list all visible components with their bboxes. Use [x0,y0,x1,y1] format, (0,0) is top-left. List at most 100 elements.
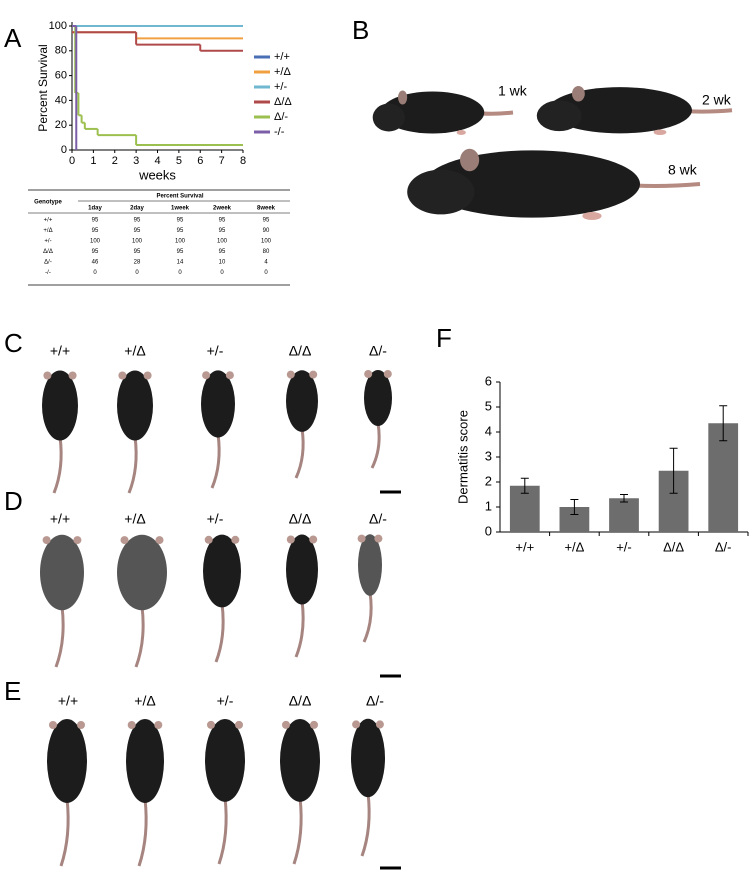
mouse-body [47,719,87,803]
y-tick-label: 5 [485,398,492,413]
mouse-photo [205,718,245,865]
mouse-ear [398,90,408,105]
mouse-ear [143,371,152,380]
mouse-tail [362,592,373,643]
mouse-photo [351,718,385,857]
table-cell: 100 [90,239,101,245]
table-cell: +/+ [44,218,53,224]
genotype-label: Δ/- [369,511,387,527]
mouse-foot [653,129,667,135]
mouse-tail [137,798,148,867]
table-header: Percent Survival [156,194,203,200]
mouse-body [117,370,153,441]
mouse-ear [154,721,163,729]
mouse-tail [59,798,70,867]
mouse-ear [118,371,127,380]
mouse-photo [357,534,383,643]
mouse-body [548,87,692,134]
legend-label: +/+ [274,51,290,63]
mouse-foot [456,130,466,135]
mouse-photo [364,370,392,469]
table-cell: 0 [135,270,139,276]
photo-label: 2 wk [702,92,732,108]
error-bar [669,447,678,494]
legend-label: +/Δ [274,66,291,78]
bar [609,498,639,532]
mouse-photo [117,534,167,668]
y-tick-label: 60 [55,70,67,82]
genotype-label: +/Δ [124,343,145,359]
mouse-body [380,91,485,134]
mouse-ear [68,371,77,380]
mouse-ear [235,720,243,729]
panel-label: F [436,323,452,353]
mouse-ear [225,371,234,380]
x-tick-label: +/- [616,539,632,554]
genotype-label: +/Δ [134,693,155,709]
table-cell: +/Δ [43,228,52,234]
mouse-head [407,169,475,215]
table-cell: 95 [219,228,226,234]
mouse-body [358,534,382,596]
table-header: Genotype [34,200,62,206]
x-tick-label: 8 [240,155,246,167]
x-tick-label: +/Δ [564,539,584,554]
mouse-ear [286,370,295,379]
genotype-label: Δ/Δ [289,511,312,527]
x-tick-label: 0 [69,155,75,167]
y-tick-label: 2 [485,473,492,488]
bar [708,423,739,532]
mouse-body [201,370,235,438]
table-cell: 95 [177,228,184,234]
error-bar [719,405,728,442]
genotype-label: Δ/- [369,343,387,359]
mouse-body [364,370,392,426]
mouse-tail [127,436,138,494]
table-column: 2day [130,206,144,212]
table-cell: 0 [264,270,268,276]
mouse-ear [207,720,215,729]
table-cell: 80 [263,249,270,255]
x-tick-label: 4 [154,155,160,167]
mouse-head [372,103,405,132]
table-cell: -/- [45,270,51,276]
mouse-photo [372,90,514,135]
mouse-ear [73,536,82,545]
mouse-photo [40,534,84,668]
mouse-ear [49,721,57,729]
table-cell: 4 [264,260,268,266]
table-cell: 0 [93,270,97,276]
legend-label: Δ/- [274,111,288,123]
mouse-ear [77,721,85,729]
table-cell: 10 [219,260,226,266]
y-axis-label: Percent Survival [36,44,50,131]
table-cell: 95 [177,218,184,224]
mouse-ear [231,535,240,544]
mouse-tail [294,600,305,658]
mouse-ear [310,720,318,729]
genotype-label: +/+ [50,343,70,359]
y-tick-label: 3 [485,448,492,463]
table-column: 1day [88,206,102,212]
table-cell: 95 [134,228,141,234]
y-tick-label: 6 [485,373,492,388]
mouse-ear [120,536,129,545]
legend-label: Δ/Δ [274,96,292,108]
mouse-ear [286,535,295,544]
mouse-photo [126,719,164,867]
table-cell: 95 [134,218,141,224]
mouse-photo [117,370,153,494]
table-cell: 14 [177,260,184,266]
x-tick-label: 3 [133,155,139,167]
mouse-tail [54,606,65,668]
mouse-body [126,719,164,803]
table-cell: 95 [92,249,99,255]
photo-label: 1 wk [498,83,528,99]
table-cell: 100 [132,239,143,245]
mouse-ear [383,370,392,378]
panel-label: E [4,676,21,706]
mouse-tail [214,603,225,663]
mouse-ear [42,536,51,545]
legend-label: +/- [274,81,287,93]
panel-label: C [4,328,23,358]
